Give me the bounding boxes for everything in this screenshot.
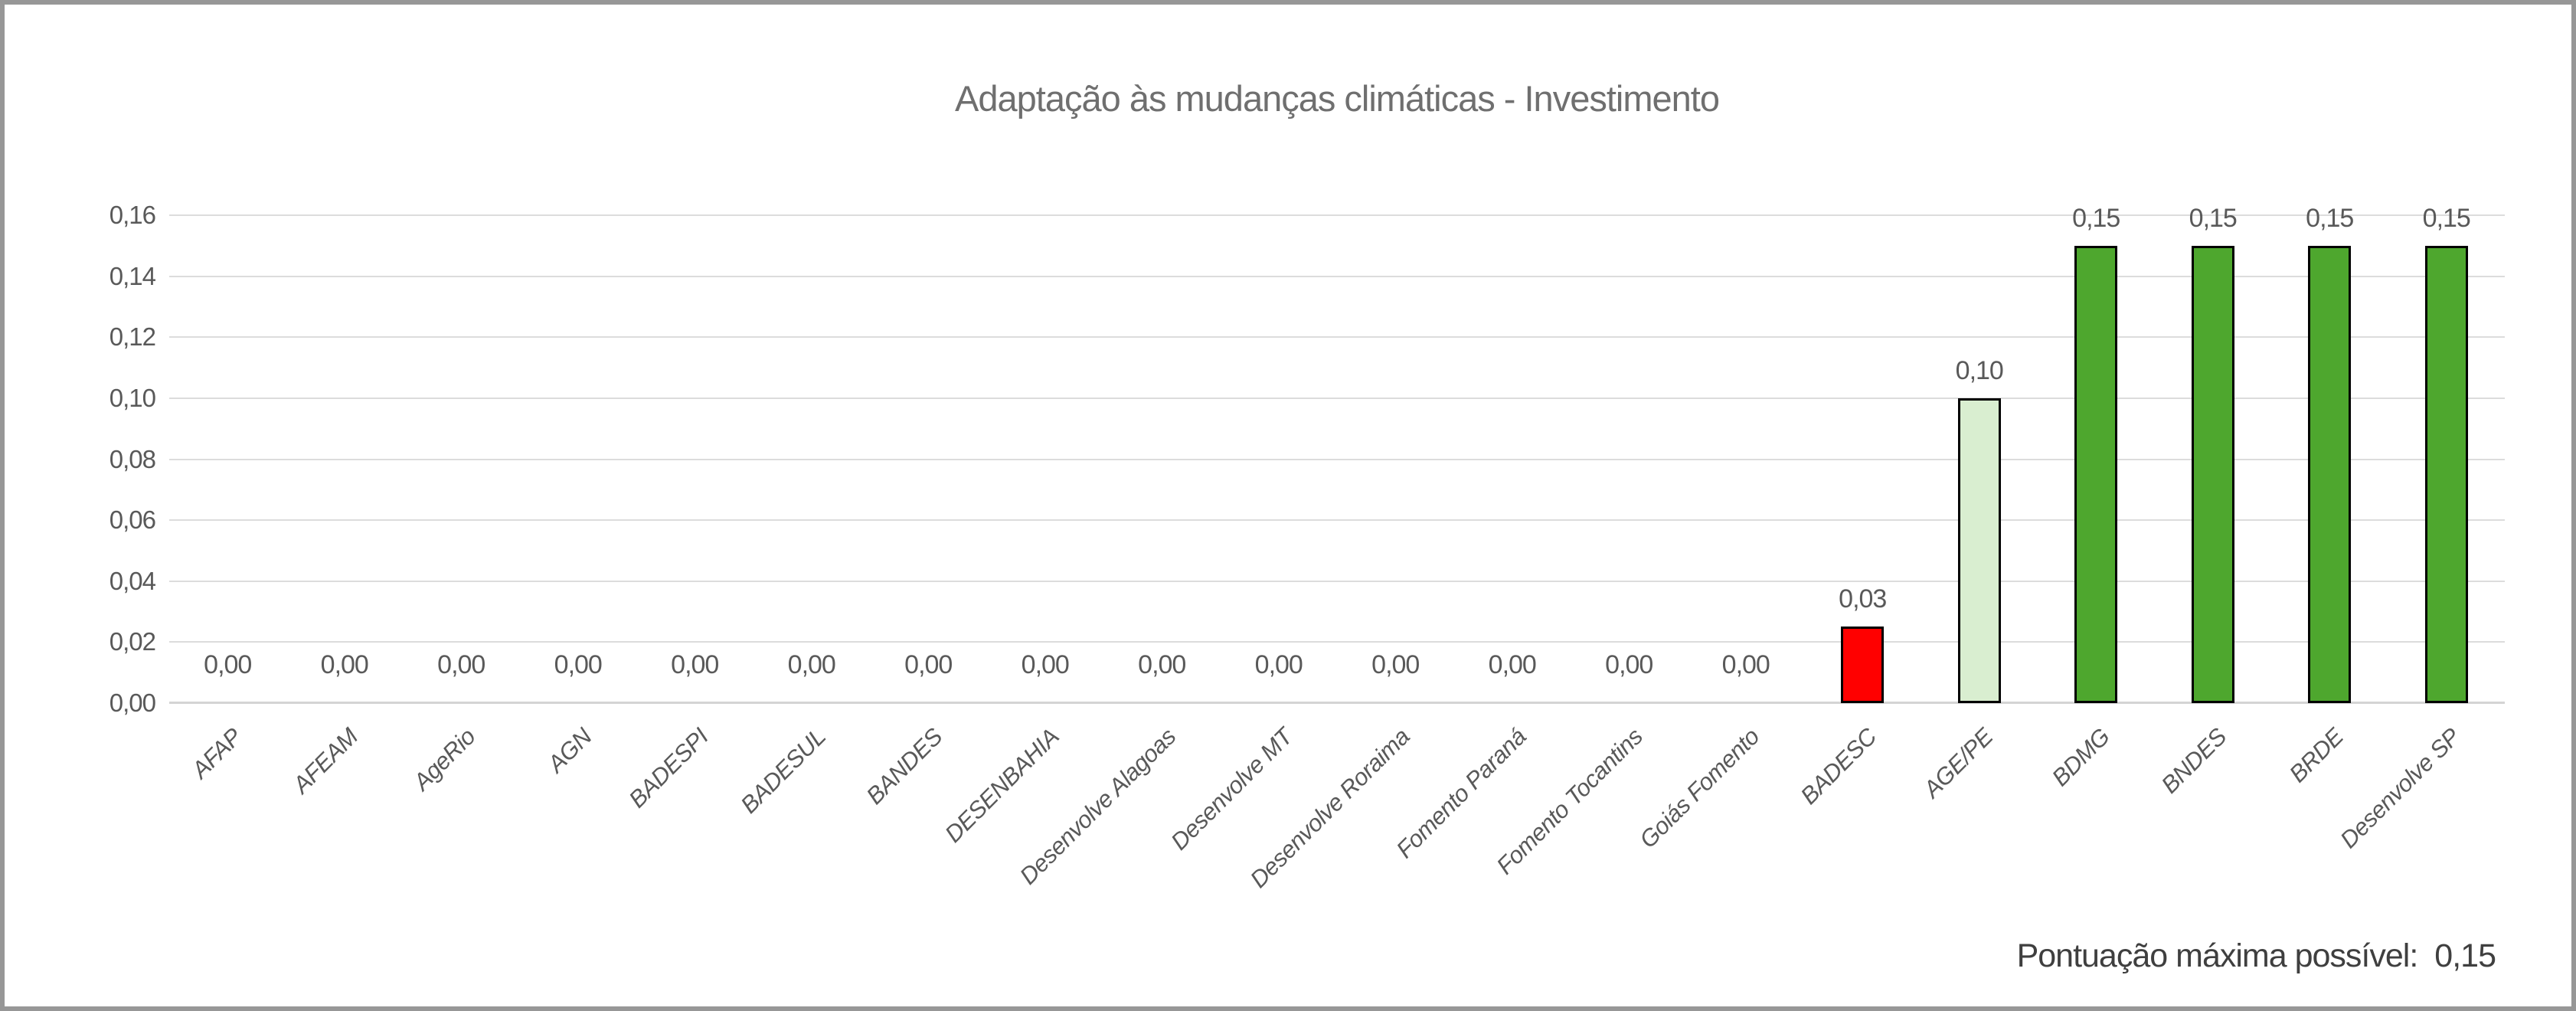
bar xyxy=(2074,245,2118,703)
category-label: AGE/PE xyxy=(1918,723,1999,803)
bar-value-label: 0,00 xyxy=(671,650,719,679)
category-label: AgeRio xyxy=(407,723,480,796)
category-slot: 0,00 Fomento Paraná xyxy=(1391,215,1571,863)
y-tick-label: 0,04 xyxy=(109,566,156,595)
footer-note: Pontuação máxima possível: 0,15 xyxy=(2017,937,2496,975)
gridline xyxy=(169,580,2505,582)
bar xyxy=(2308,245,2352,703)
bar-value-label: 0,00 xyxy=(1605,650,1653,679)
category-slot: 0,00 Desenvolve MT xyxy=(1165,215,1338,855)
bar-value-label: 0,00 xyxy=(1371,650,1420,679)
y-tick-label: 0,00 xyxy=(109,689,156,717)
category-slot: 0,00 Desenvolve Alagoas xyxy=(1015,215,1221,889)
category-slot: 0,00 AGN xyxy=(520,215,637,777)
bar-value-label: 0,00 xyxy=(1488,650,1537,679)
bar xyxy=(2191,245,2234,703)
gridline xyxy=(169,275,2505,277)
y-tick-label: 0,02 xyxy=(109,627,156,656)
category-label: Desenvolve MT xyxy=(1165,723,1298,856)
bar-value-label: 0,00 xyxy=(787,650,836,679)
category-slot: 0,00 AFEAM xyxy=(286,215,404,798)
gridline xyxy=(169,458,2505,460)
bar-value-label: 0,15 xyxy=(2189,203,2238,233)
category-slot: 0,00 DESENBAHIA xyxy=(940,215,1104,848)
category-slot: 0,10 AGE/PE xyxy=(1918,215,2038,803)
gridline xyxy=(169,214,2505,216)
bar-value-label: 0,10 xyxy=(1955,355,2004,385)
bar-value-label: 0,00 xyxy=(1254,650,1303,679)
bar xyxy=(1957,398,2001,703)
category-label: BRDE xyxy=(2283,723,2349,788)
category-label: Goiás Fomento xyxy=(1634,723,1765,854)
y-tick-label: 0,16 xyxy=(109,201,156,229)
category-slot: 0,00 AFAP xyxy=(169,215,286,784)
category-label: AFEAM xyxy=(288,723,364,799)
gridline xyxy=(169,641,2505,643)
category-slot: 0,15 Desenvolve SP xyxy=(2335,204,2506,853)
bar-value-label: 0,00 xyxy=(904,650,953,679)
category-slot: 0,15 BRDE xyxy=(2271,204,2388,787)
category-slot: 0,03 BADESC xyxy=(1795,215,1921,809)
category-slot: 0,15 BNDES xyxy=(2155,204,2272,799)
bar-value-label: 0,03 xyxy=(1839,584,1887,614)
category-label: DESENBAHIA xyxy=(939,723,1064,848)
gridline xyxy=(169,519,2505,522)
bar-value-label: 0,15 xyxy=(2306,203,2354,233)
bar xyxy=(1841,627,1885,703)
y-tick-label: 0,10 xyxy=(109,383,156,412)
category-slot: 0,00 Desenvolve Roraima xyxy=(1244,215,1454,893)
chart-title: Adaptação às mudanças climáticas - Inves… xyxy=(955,78,1720,119)
footer-note-label: Pontuação máxima possível: xyxy=(2016,937,2419,974)
category-slot: 0,00 Fomento Tocantins xyxy=(1492,215,1688,879)
category-label: BDMG xyxy=(2046,723,2115,792)
category-label: BNDES xyxy=(2156,723,2232,799)
y-tick-label: 0,08 xyxy=(109,444,156,473)
category-slot: 0,15 BDMG xyxy=(2038,204,2155,791)
gridline xyxy=(169,397,2505,399)
category-label: BADESPI xyxy=(623,723,714,813)
category-label: BADESC xyxy=(1795,723,1881,810)
bar-value-label: 0,00 xyxy=(437,650,485,679)
category-slot: 0,00 BANDES xyxy=(861,215,987,810)
category-label: BADESUL xyxy=(734,723,831,819)
bar-value-label: 0,00 xyxy=(320,650,369,679)
y-tick-label: 0,12 xyxy=(109,322,156,352)
bar-value-label: 0,00 xyxy=(204,650,252,679)
bar-value-label: 0,15 xyxy=(2072,203,2120,233)
bar-value-label: 0,00 xyxy=(1021,650,1070,679)
bar xyxy=(2424,245,2468,703)
gridline xyxy=(169,702,2505,704)
category-slot: 0,00 AgeRio xyxy=(403,215,520,796)
category-label: Desenvolve SP xyxy=(2335,723,2466,854)
category-label: AGN xyxy=(542,723,597,778)
y-tick-label: 0,14 xyxy=(109,261,156,290)
category-label: BANDES xyxy=(861,723,947,810)
category-label: AFAP xyxy=(186,723,247,784)
category-slot: 0,00 BADESUL xyxy=(735,215,871,819)
bar-value-label: 0,00 xyxy=(1138,650,1186,679)
category-slot: 0,00 BADESPI xyxy=(624,215,754,813)
category-slot: 0,00 Goiás Fomento xyxy=(1634,215,1805,853)
y-tick-label: 0,06 xyxy=(109,506,156,535)
plot-area: 0,00 0,02 0,04 0,06 0,08 0,10 0,12 0,14 0,16 0,0… xyxy=(110,201,2506,893)
gridline xyxy=(169,336,2505,339)
footer-note-value: 0,15 xyxy=(2434,937,2496,974)
bars-layer: 0,00 AFAP 0,00 AFEAM 0,00 AgeRio 0,00 AGN 0,00 BA… xyxy=(169,204,2506,893)
bar-value-label: 0,15 xyxy=(2422,203,2471,233)
bar-value-label: 0,00 xyxy=(1721,650,1770,679)
bar-value-label: 0,00 xyxy=(554,650,603,679)
